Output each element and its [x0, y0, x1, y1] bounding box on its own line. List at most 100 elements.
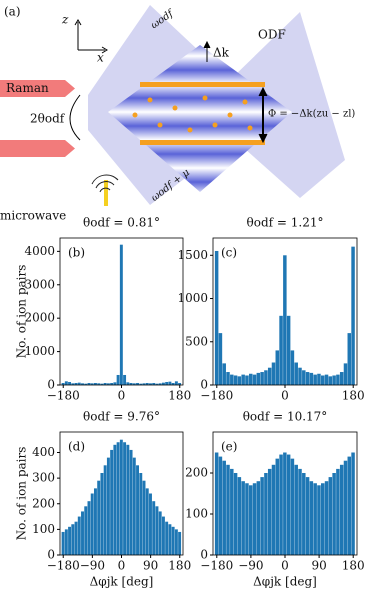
bar — [87, 382, 91, 385]
bar — [271, 464, 276, 555]
bar — [294, 362, 298, 385]
y-tick-label: 2000 — [24, 311, 55, 325]
chart-title: θodf = 10.17° — [243, 410, 328, 424]
bar — [168, 524, 172, 555]
bar — [332, 375, 336, 385]
y-axis-label: No. of ion pairs — [15, 447, 29, 541]
bar — [100, 473, 104, 555]
bar — [302, 370, 306, 385]
x-tick-label: −180 — [200, 389, 233, 403]
x-tick-label: 0 — [281, 559, 289, 573]
bar — [139, 473, 143, 555]
bar — [123, 374, 127, 385]
bar — [324, 481, 329, 555]
x-tick-label: 0 — [118, 389, 126, 403]
bar — [174, 529, 178, 555]
bar — [106, 457, 110, 555]
bar — [275, 350, 280, 385]
bar — [110, 449, 114, 555]
bar — [178, 531, 182, 555]
bar — [324, 374, 329, 385]
x-tick-label: 90 — [311, 559, 326, 573]
bar — [149, 383, 152, 385]
y-tick-label: 200 — [185, 466, 208, 480]
diagram: (a) z x ωodf Δk ODF Raman 2θodf Φ = −Δk(… — [0, 5, 355, 223]
bar — [313, 374, 317, 385]
bar — [321, 483, 325, 555]
bar — [233, 473, 238, 555]
chart-title: θodf = 0.81° — [83, 216, 160, 230]
bar — [171, 382, 175, 385]
bar — [84, 383, 88, 385]
bar — [245, 375, 249, 385]
y-tick-label: 300 — [32, 471, 55, 485]
bar — [298, 468, 302, 555]
x-tick-label: 180 — [168, 559, 191, 573]
bar — [142, 480, 146, 555]
bar — [64, 381, 68, 385]
bar — [283, 255, 287, 385]
x-tick-label: −90 — [238, 559, 263, 573]
bar — [230, 468, 234, 555]
axes-icon — [74, 19, 108, 54]
x-tick-label: 0 — [281, 389, 289, 403]
bar — [145, 488, 149, 555]
y-tick-label: 3000 — [24, 277, 55, 291]
bar — [123, 442, 127, 555]
bar — [90, 383, 94, 385]
bar — [256, 481, 261, 555]
bar — [267, 367, 272, 385]
bar — [158, 511, 162, 555]
odf-label: ODF — [258, 28, 286, 42]
bar — [271, 362, 276, 385]
bar — [165, 381, 169, 385]
bar — [129, 382, 133, 385]
bar — [106, 383, 110, 385]
bar — [61, 382, 65, 385]
delta-k-label: Δk — [213, 46, 230, 60]
angle-label: 2θodf — [30, 112, 66, 126]
x-tick-label: 180 — [342, 389, 365, 403]
bar — [321, 375, 325, 385]
bar — [343, 363, 348, 385]
bar — [171, 526, 175, 555]
x-tick-label: 180 — [168, 389, 191, 403]
bar — [168, 381, 172, 385]
panel-label: (c) — [221, 246, 237, 260]
bar — [230, 374, 234, 385]
arrows — [203, 40, 268, 144]
bar — [93, 488, 97, 555]
bar — [343, 460, 348, 555]
bar — [77, 516, 81, 555]
y-tick-label: 500 — [185, 334, 208, 348]
bar — [103, 382, 107, 385]
microwave-antenna — [104, 180, 108, 206]
bar — [241, 481, 245, 555]
raman-beam — [0, 140, 75, 157]
bar — [328, 376, 333, 385]
bar — [233, 375, 238, 385]
bar — [132, 383, 136, 385]
bar — [245, 483, 249, 555]
x-tick-label: −180 — [47, 559, 80, 573]
panel-label: (d) — [68, 440, 85, 454]
bar — [155, 383, 159, 385]
bar — [226, 372, 230, 385]
bar — [260, 372, 264, 385]
bar — [152, 501, 156, 555]
bar — [77, 382, 81, 385]
raman-beam — [0, 80, 75, 97]
bar — [264, 370, 268, 385]
bar — [61, 531, 65, 555]
bar — [84, 506, 88, 555]
bar — [252, 374, 257, 385]
bar — [214, 452, 219, 555]
bar — [298, 367, 302, 385]
bar — [119, 439, 123, 555]
bar — [139, 383, 143, 385]
bar — [132, 457, 136, 555]
bar — [336, 374, 340, 385]
bar — [113, 444, 117, 555]
y-tick-label: 0 — [200, 548, 208, 562]
